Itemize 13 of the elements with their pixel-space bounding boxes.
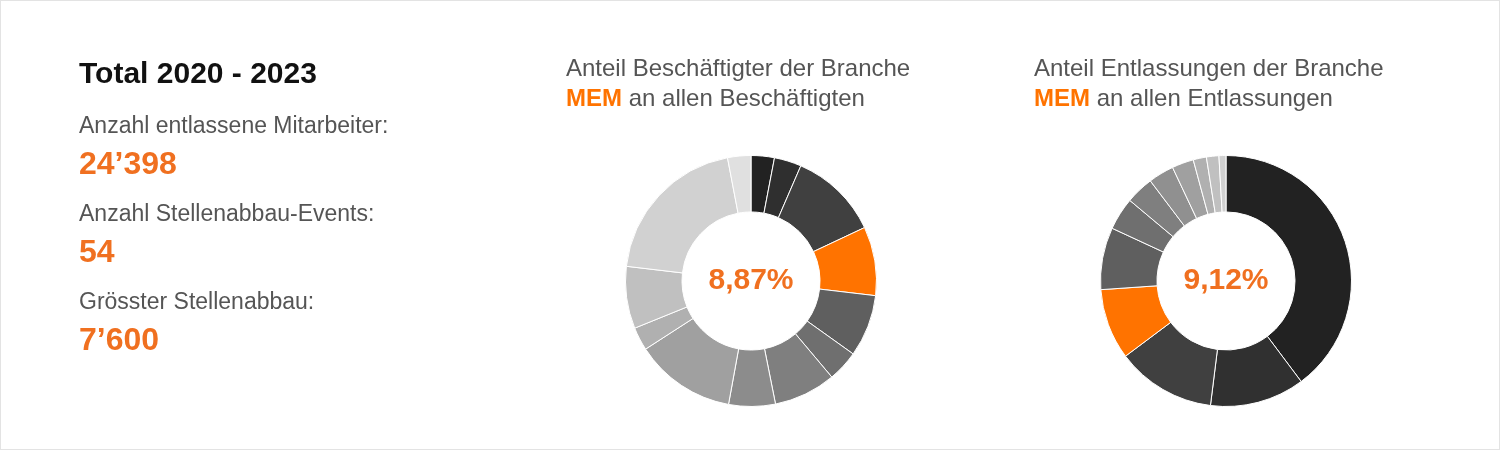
text: Total 2020 - 2023: [79, 56, 318, 90]
text: Anzahl Stellenabbau-Events:: [79, 200, 376, 227]
text: Grösster Stellenabbau:: [79, 288, 316, 315]
text: 8,87%: [708, 262, 794, 296]
chart-title: Anteil Beschäftigter der Branche: [566, 53, 911, 83]
chart-title: Anteil Entlassungen der Branche: [1034, 53, 1384, 83]
text: 54: [79, 233, 116, 270]
chart-subtitle: MEM an allen Entlassungen: [1034, 83, 1334, 113]
text: 7’600: [79, 321, 161, 358]
text: 24’398: [79, 145, 178, 182]
chart-subtitle: MEM an allen Beschäftigten: [566, 83, 866, 113]
text: Anzahl entlassene Mitarbeiter:: [79, 112, 389, 139]
text: 9,12%: [1183, 262, 1269, 296]
